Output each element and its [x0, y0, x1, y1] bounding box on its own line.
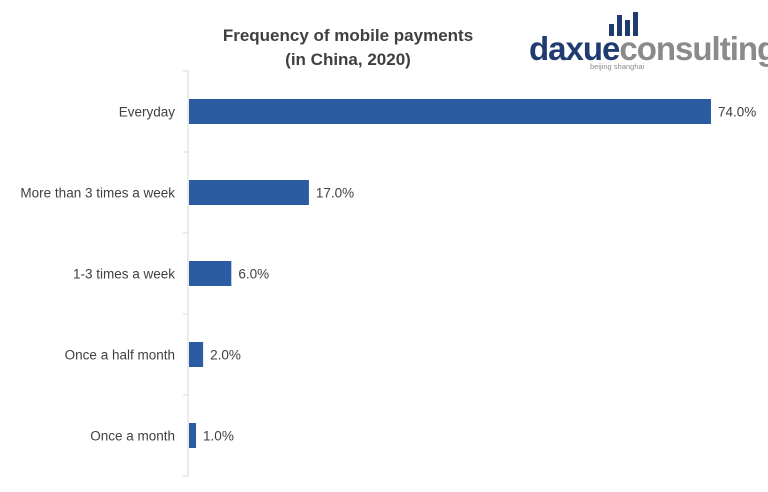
- category-label-4: Once a month: [90, 429, 175, 444]
- category-label-3: Once a half month: [65, 348, 175, 363]
- value-label-4: 1.0%: [203, 429, 234, 444]
- logo-name: daxueconsulting: [529, 30, 768, 67]
- daxue-logo: daxueconsulting beijing shanghai: [529, 12, 768, 71]
- category-labels: Everyday More than 3 times a week 1-3 time…: [20, 105, 175, 444]
- y-axis-ticks: [183, 70, 188, 477]
- bars: [189, 99, 711, 448]
- logo-name-light: consulting: [619, 30, 768, 67]
- bar-4: [189, 423, 197, 448]
- bar-0: [189, 99, 711, 124]
- value-label-3: 2.0%: [210, 348, 241, 363]
- logo-name-dark: daxue: [529, 30, 620, 67]
- category-label-0: Everyday: [119, 105, 176, 120]
- value-label-0: 74.0%: [718, 105, 756, 120]
- logo-bars-icon: [609, 12, 638, 36]
- category-label-2: 1-3 times a week: [73, 267, 175, 282]
- value-label-2: 6.0%: [238, 267, 269, 282]
- chart-title-line-2: (in China, 2020): [285, 50, 411, 69]
- value-labels: 74.0% 17.0% 6.0% 2.0% 1.0%: [203, 105, 756, 444]
- bar-2: [189, 261, 232, 286]
- bar-3: [189, 342, 204, 367]
- value-label-1: 17.0%: [316, 186, 354, 201]
- category-label-1: More than 3 times a week: [20, 186, 175, 201]
- bar-1: [189, 180, 309, 205]
- chart-title-line-1: Frequency of mobile payments: [223, 26, 473, 45]
- logo-tagline: beijing shanghai: [590, 62, 645, 71]
